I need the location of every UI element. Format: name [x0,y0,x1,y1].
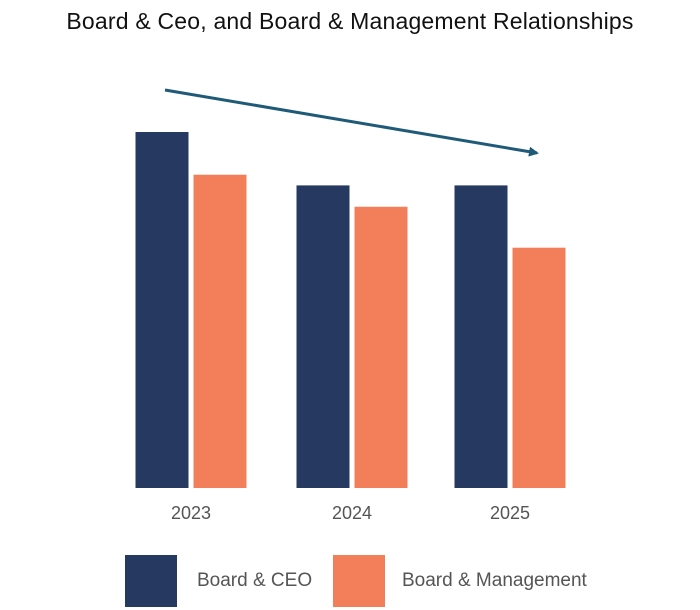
x-tick-label-2024: 2024 [332,503,372,523]
bar-board-ceo-2024 [296,185,350,488]
legend-swatch-board-management [333,555,385,607]
bar-board-management-2024 [354,206,408,488]
x-axis-tick-labels: 2023 2024 2025 [171,503,530,523]
bars-group [135,132,566,488]
bar-chart: 2023 2024 2025 [135,88,566,523]
bar-board-ceo-2025 [454,185,508,488]
chart-title: Board & Ceo, and Board & Management Rela… [66,8,634,34]
bar-board-management-2023 [193,174,247,488]
bar-board-management-2025 [512,247,566,488]
bar-board-ceo-2023 [135,132,189,488]
x-tick-label-2025: 2025 [490,503,530,523]
trend-arrow [164,88,539,157]
legend-label-board-management: Board & Management [402,570,587,591]
x-tick-label-2023: 2023 [171,503,211,523]
legend-swatch-board-ceo [125,555,177,607]
legend-label-board-ceo: Board & CEO [197,570,313,591]
legend: Board & CEO Board & Management [0,555,700,610]
